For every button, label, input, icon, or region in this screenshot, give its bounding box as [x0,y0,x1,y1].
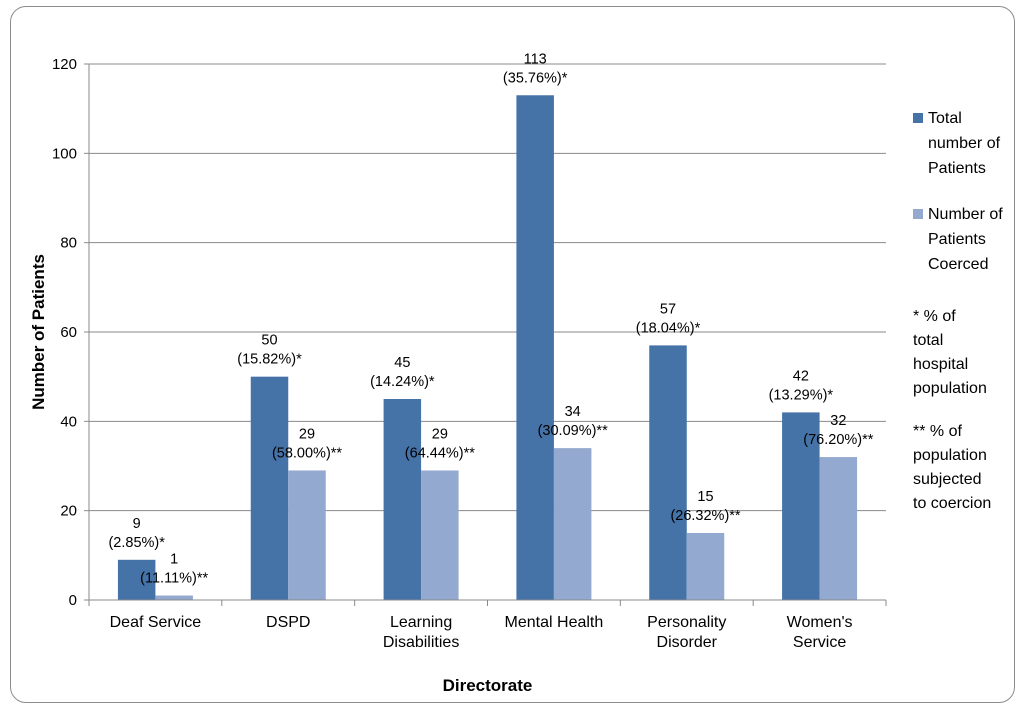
legend-entry-coerced: Number of Patients Coerced [928,206,1003,273]
bar-total-patients [250,376,289,600]
bar-total-patients [782,412,820,600]
bar-patients-coerced [421,470,459,600]
bar-patients-coerced [155,595,193,600]
y-tick-labels: 0 20 40 60 80 100 120 [52,56,77,609]
data-label-total: 42 (13.29%)* [769,368,834,403]
data-label-total: 50 (15.82%)* [237,333,302,368]
data-label-coerced: 34 (30.09%)** [538,404,608,439]
y-tick-label: 80 [60,235,77,252]
data-label-total: 57 (18.04%)* [636,301,701,336]
data-label-coerced: 15 (26.32%)** [670,489,740,524]
y-tick-label: 60 [60,324,77,341]
bar-total-patients [649,345,687,600]
y-tick-label: 20 [60,503,77,520]
bar-total-patients [516,95,554,601]
data-label-total: 9 (2.85%)* [108,516,165,551]
x-axis-title: Directorate [443,676,533,695]
x-category-label: Learning Disabilities [383,614,459,651]
data-label-total: 45 (14.24%)* [370,355,435,390]
axes [84,63,887,606]
y-tick-label: 0 [69,592,77,609]
x-category-labels: Deaf Service DSPD Learning Disabilities Ment… [110,614,853,651]
x-category-label: Mental Health [505,614,604,631]
data-label-coerced: 32 (76.20%)** [803,413,873,448]
y-axis-title: Number of Patients [29,254,48,410]
y-tick-label: 120 [52,56,77,73]
bar-total-patients [117,559,156,600]
x-category-label: DSPD [266,614,310,631]
data-label-coerced: 29 (64.44%)** [405,426,475,461]
bar-patients-coerced [819,457,858,600]
x-category-label: Personality Disorder [647,614,726,651]
data-label-coerced: 1 (11.11%)** [140,552,208,587]
legend-swatch-coerced [913,209,923,219]
y-tick-label: 100 [52,145,77,162]
data-labels: 9 (2.85%)*1 (11.11%)** 50 (15.82%)* 29 (58.00%… [108,51,873,586]
x-category-label: Deaf Service [110,614,202,631]
bar-patients-coerced [686,533,725,600]
gridlines [89,63,886,512]
x-category-label: Women's Service [787,614,853,651]
bar-patients-coerced [553,448,592,600]
data-label-coerced: 29 (58.00%)** [272,426,342,461]
bars [117,95,858,601]
bar-patients-coerced [288,470,326,600]
data-label-total: 113 (35.76%)* [503,51,568,86]
legend-entry-total: Total number of Patients [928,110,1001,177]
legend-swatch-total [913,113,923,123]
legend-note-coercion: ** % of population subjected to coercion [913,423,991,512]
legend-note-hospital-population: * % of total hospital population [913,308,987,397]
y-tick-label: 40 [60,413,77,430]
legend: Total number of Patients Number of Patients C… [913,110,1003,512]
bar-total-patients [383,399,422,600]
